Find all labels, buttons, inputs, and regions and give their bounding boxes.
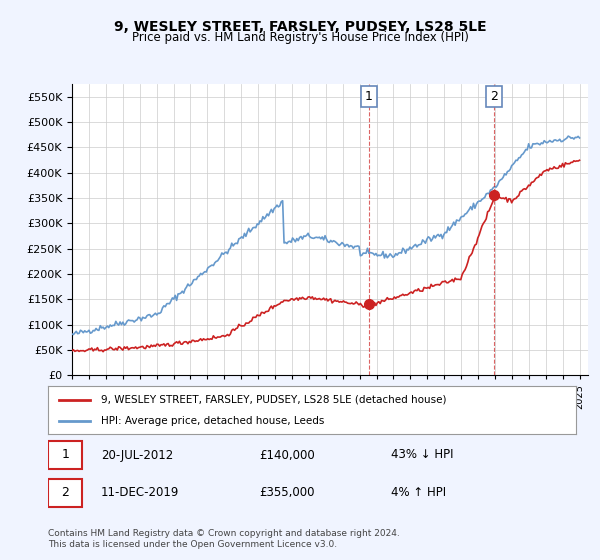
Text: Price paid vs. HM Land Registry's House Price Index (HPI): Price paid vs. HM Land Registry's House …	[131, 31, 469, 44]
Text: 43% ↓ HPI: 43% ↓ HPI	[391, 449, 454, 461]
Text: 20-JUL-2012: 20-JUL-2012	[101, 449, 173, 461]
Text: 1: 1	[365, 90, 373, 103]
Text: 2: 2	[61, 486, 70, 500]
Text: 4% ↑ HPI: 4% ↑ HPI	[391, 486, 446, 500]
FancyBboxPatch shape	[48, 441, 82, 469]
FancyBboxPatch shape	[48, 479, 82, 507]
Text: 1: 1	[61, 449, 70, 461]
Text: 9, WESLEY STREET, FARSLEY, PUDSEY, LS28 5LE (detached house): 9, WESLEY STREET, FARSLEY, PUDSEY, LS28 …	[101, 395, 446, 405]
Text: £140,000: £140,000	[259, 449, 315, 461]
Text: £355,000: £355,000	[259, 486, 315, 500]
Text: HPI: Average price, detached house, Leeds: HPI: Average price, detached house, Leed…	[101, 416, 324, 426]
Text: 11-DEC-2019: 11-DEC-2019	[101, 486, 179, 500]
Text: 2: 2	[490, 90, 498, 103]
Text: Contains HM Land Registry data © Crown copyright and database right 2024.: Contains HM Land Registry data © Crown c…	[48, 529, 400, 538]
Text: This data is licensed under the Open Government Licence v3.0.: This data is licensed under the Open Gov…	[48, 540, 337, 549]
Text: 9, WESLEY STREET, FARSLEY, PUDSEY, LS28 5LE: 9, WESLEY STREET, FARSLEY, PUDSEY, LS28 …	[113, 20, 487, 34]
